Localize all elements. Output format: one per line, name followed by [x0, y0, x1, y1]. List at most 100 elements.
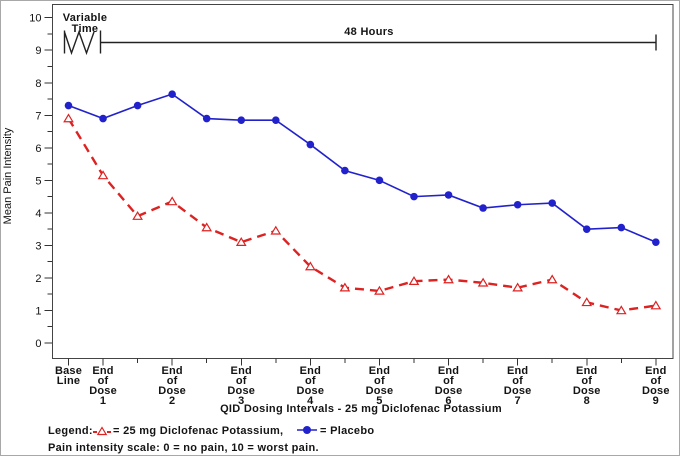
data-point-marker — [339, 282, 351, 292]
data-point-marker — [374, 285, 385, 295]
data-point-marker — [548, 199, 556, 207]
series-line — [67, 117, 657, 312]
series-group — [63, 90, 662, 315]
y-tick-label: 7 — [35, 110, 41, 122]
y-tick-label: 1 — [35, 305, 41, 317]
x-tick-label: End — [300, 365, 321, 377]
legend: Legend: = 25 mg Diclofenac Potassium, = … — [48, 425, 374, 437]
x-tick-label: 2 — [169, 395, 175, 407]
y-tick-label: 6 — [35, 143, 41, 155]
x-tick-label: 4 — [307, 395, 314, 407]
y-tick-label: 4 — [35, 208, 41, 220]
y-tick-label: 0 — [35, 338, 41, 350]
data-point-marker — [63, 113, 74, 123]
x-tick-label: of — [236, 375, 247, 387]
data-point-marker — [617, 223, 626, 232]
x-tick-label: Dose — [296, 385, 324, 397]
x-tick-label: End — [507, 365, 528, 377]
pain-scale-note: Pain intensity scale: 0 = no pain, 10 = … — [48, 442, 319, 454]
plot-frame — [52, 4, 674, 359]
data-point-marker — [410, 192, 418, 201]
duration-annotation: 48 Hours — [100, 26, 657, 51]
data-point-marker — [304, 261, 316, 271]
x-tick-label: Line — [57, 375, 80, 387]
legend-title: Legend: — [48, 425, 93, 437]
x-tick-label: of — [581, 375, 592, 387]
x-tick-label: of — [374, 375, 385, 387]
data-point-marker — [235, 236, 247, 246]
data-point-marker — [99, 114, 107, 123]
x-tick-label: Dose — [158, 385, 186, 397]
y-tick-label: 2 — [35, 273, 41, 285]
x-tick-label: End — [576, 365, 597, 377]
x-tick-label: of — [305, 375, 316, 387]
y-tick-label: 8 — [35, 78, 41, 90]
x-tick-label: 8 — [584, 395, 590, 407]
placebo-marker-icon — [297, 426, 317, 434]
data-point-marker — [650, 300, 662, 310]
data-point-marker — [444, 191, 453, 199]
x-tick-label: 5 — [376, 395, 382, 407]
y-tick-label: 10 — [29, 13, 41, 25]
x-tick-label: Dose — [89, 385, 117, 397]
series-diclofenac — [63, 113, 662, 315]
data-point-marker — [201, 222, 213, 232]
x-tick-label: Base — [55, 365, 82, 377]
data-point-marker — [512, 282, 524, 292]
legend-placebo-label: = Placebo — [320, 425, 374, 437]
x-axis-ticks: BaseLineEndofDose1EndofDose2EndofDose3En… — [55, 358, 670, 407]
x-tick-label: Dose — [227, 385, 255, 397]
y-tick-label: 9 — [35, 45, 41, 57]
legend-diclofenac-label: = 25 mg Diclofenac Potassium, — [113, 425, 283, 437]
variable-time-annotation: Variable Time — [63, 12, 107, 56]
x-tick-label: Dose — [504, 385, 532, 397]
data-point-marker — [237, 116, 246, 124]
filled-circle-icon — [303, 426, 311, 434]
x-tick-label: End — [161, 365, 182, 377]
duration-label: 48 Hours — [344, 26, 393, 38]
data-point-marker — [513, 200, 522, 209]
data-point-marker — [546, 274, 558, 284]
data-point-marker — [64, 101, 73, 110]
series-line — [68, 93, 657, 243]
x-tick-label: 9 — [653, 395, 659, 407]
variable-time-label-line2: Time — [72, 23, 99, 35]
data-point-marker — [272, 116, 280, 124]
open-triangle-icon — [96, 426, 108, 436]
x-tick-label: Dose — [573, 385, 601, 397]
data-point-marker — [582, 225, 591, 233]
x-tick-label: End — [92, 365, 113, 377]
x-tick-label: of — [167, 375, 178, 387]
x-tick-label: 1 — [100, 395, 106, 407]
data-point-marker — [270, 225, 282, 235]
data-point-marker — [443, 274, 454, 284]
data-point-marker — [581, 297, 593, 307]
x-tick-label: 3 — [238, 395, 244, 407]
x-tick-label: of — [98, 375, 109, 387]
data-point-marker — [615, 305, 627, 315]
y-tick-label: 5 — [35, 175, 41, 187]
data-point-marker — [97, 170, 109, 180]
data-point-marker — [408, 276, 420, 285]
x-tick-label: of — [650, 375, 661, 387]
x-tick-label: Dose — [435, 385, 463, 397]
x-tick-label: 7 — [514, 395, 520, 407]
x-tick-label: End — [231, 365, 252, 377]
x-tick-label: End — [438, 365, 459, 377]
data-point-marker — [202, 114, 211, 123]
data-point-marker — [168, 90, 176, 98]
data-point-marker — [132, 210, 143, 220]
data-point-marker — [133, 101, 142, 110]
series-placebo — [64, 90, 660, 246]
data-point-marker — [652, 238, 660, 246]
x-tick-label: Dose — [366, 385, 394, 397]
duration-line — [100, 34, 657, 51]
data-point-marker — [375, 176, 384, 185]
x-tick-label: End — [645, 365, 666, 377]
data-point-marker — [306, 140, 315, 149]
data-point-marker — [479, 204, 487, 212]
data-point-marker — [477, 277, 489, 287]
x-axis-title: QID Dosing Intervals - 25 mg Diclofenac … — [220, 403, 502, 415]
